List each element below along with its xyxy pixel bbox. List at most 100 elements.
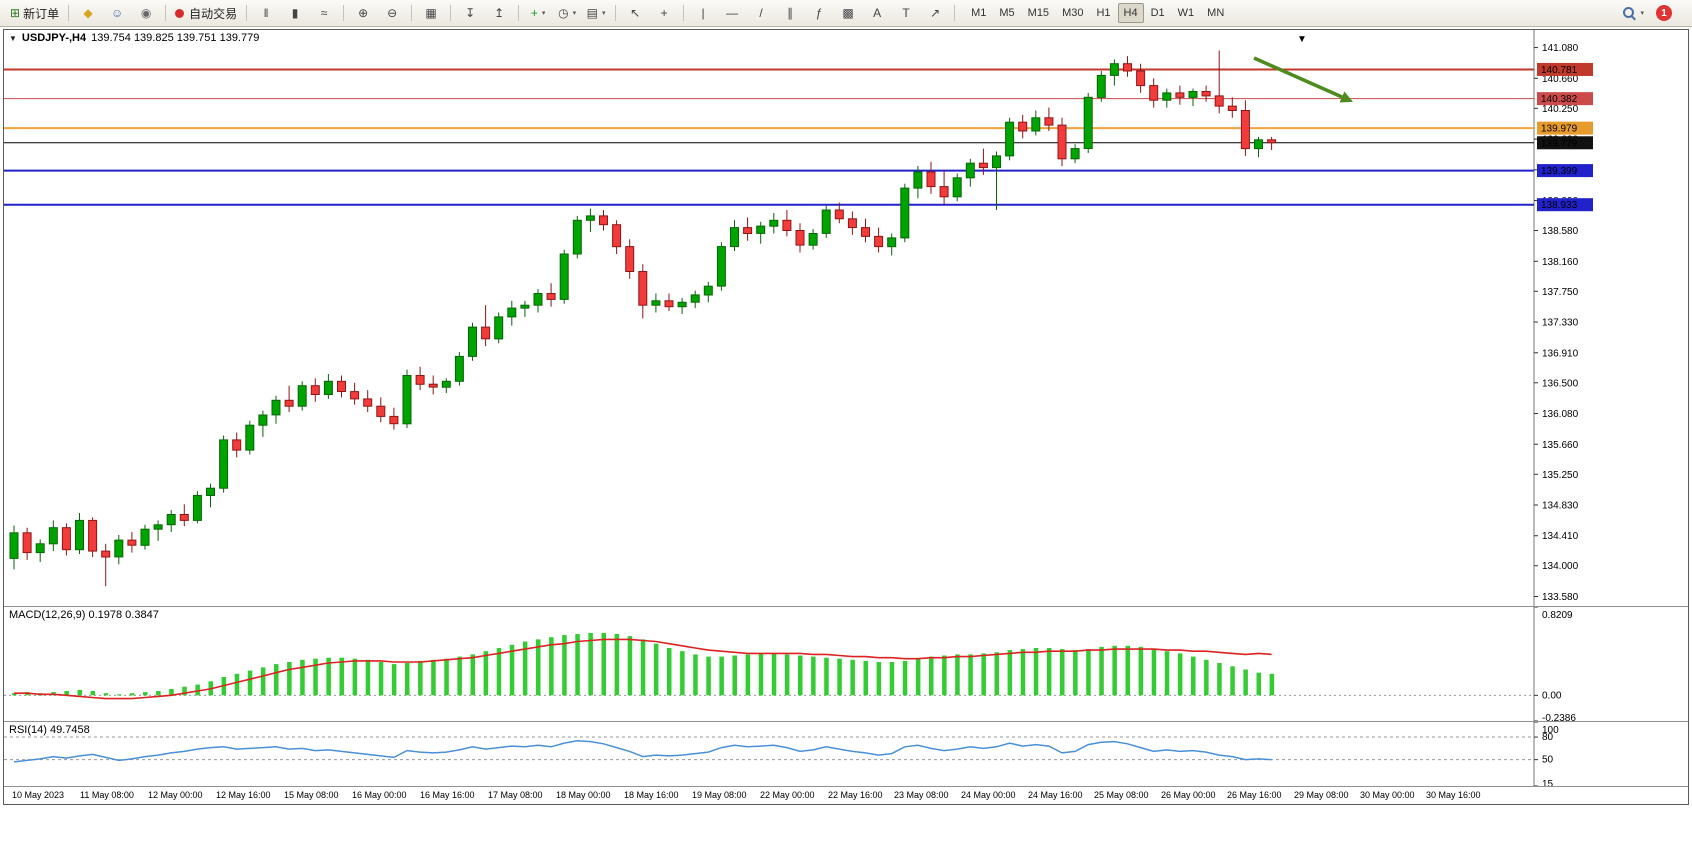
time-axis[interactable]: 10 May 2023 11 May 08:00 12 May 00:00 12 Ma… bbox=[4, 787, 1688, 804]
arrows-button[interactable]: ↗ bbox=[921, 2, 949, 24]
price-tick: 136.910 bbox=[1542, 348, 1579, 359]
periods-icon: ◷ bbox=[558, 6, 569, 20]
zoom-out-button[interactable]: ⊖ bbox=[378, 2, 406, 24]
time-axis-label: 25 May 08:00 bbox=[1094, 790, 1149, 800]
text-button[interactable]: A bbox=[863, 2, 891, 24]
timeframe-button-mn[interactable]: MN bbox=[1207, 7, 1225, 19]
autotrading-status-icon bbox=[175, 8, 185, 18]
rsi-panel[interactable]: RSI(14) 49.7458 100 80 50 15 bbox=[4, 722, 1688, 787]
autotrading-button[interactable]: 自动交易 bbox=[171, 2, 241, 24]
macd-chart[interactable]: 0.8209 0.00 -0.2386 bbox=[4, 607, 1688, 721]
price-tick: 135.250 bbox=[1542, 470, 1579, 481]
timeframe-button-m15[interactable]: M15 bbox=[1027, 7, 1050, 19]
price-badge-139.779: 139.779 bbox=[1537, 136, 1593, 150]
toolbar-separator bbox=[954, 5, 956, 21]
chevron-down-icon: ▾ bbox=[1640, 10, 1644, 17]
time-axis-label: 16 May 00:00 bbox=[352, 790, 407, 800]
chart-shift-marker[interactable]: ▼ bbox=[1297, 34, 1307, 45]
line-chart-mode-icon: ≈ bbox=[320, 6, 328, 20]
periods-button[interactable]: ◷ ▾ bbox=[553, 2, 581, 24]
timeframe-button-d1[interactable]: D1 bbox=[1150, 7, 1165, 19]
equidistant-channel-icon: ∥ bbox=[787, 6, 794, 20]
price-tick: 134.410 bbox=[1542, 531, 1579, 542]
cursor-button[interactable]: ↖ bbox=[621, 2, 649, 24]
text-label-button[interactable]: T bbox=[892, 2, 920, 24]
time-axis-label: 22 May 00:00 bbox=[760, 790, 815, 800]
svg-text:140.382: 140.382 bbox=[1541, 94, 1578, 105]
price-tick: 137.330 bbox=[1542, 318, 1579, 329]
price-tick: 140.250 bbox=[1542, 104, 1579, 115]
line-chart-mode-button[interactable]: ≈ bbox=[310, 2, 338, 24]
macd-histogram bbox=[12, 632, 1275, 696]
new-order-button[interactable]: ⊞ 新订单 bbox=[6, 2, 63, 24]
toolbar-separator bbox=[683, 5, 685, 21]
macd-panel[interactable]: MACD(12,26,9) 0.1978 0.3847 0.8209 0.00 -0… bbox=[4, 607, 1688, 722]
timeframe-button-h4[interactable]: H4 bbox=[1117, 3, 1144, 23]
search-button[interactable]: ▾ bbox=[1619, 2, 1648, 24]
svg-text:139.399: 139.399 bbox=[1541, 166, 1578, 177]
time-axis-label: 10 May 2023 bbox=[12, 790, 65, 800]
toolbar-separator bbox=[518, 5, 520, 21]
ohlc-values: 139.754 139.825 139.751 139.779 bbox=[91, 32, 260, 44]
horizontal-line-button[interactable]: — bbox=[718, 2, 746, 24]
trend-arrow-annotation[interactable] bbox=[1253, 56, 1355, 107]
equidistant-channel-button[interactable]: ∥ bbox=[776, 2, 804, 24]
fibonacci-icon: ƒ bbox=[815, 6, 823, 20]
market-watch-icon: ◆ bbox=[83, 6, 93, 20]
notification-badge[interactable]: 1 bbox=[1656, 5, 1672, 21]
fibonacci-button[interactable]: ƒ bbox=[805, 2, 833, 24]
timeframe-button-w1[interactable]: W1 bbox=[1177, 7, 1195, 19]
candlestick-mode-button[interactable]: ▮ bbox=[281, 2, 309, 24]
price-tick: 135.660 bbox=[1542, 440, 1579, 451]
time-axis-label: 12 May 00:00 bbox=[148, 790, 203, 800]
price-tick: 138.580 bbox=[1542, 226, 1579, 237]
expand-icon[interactable]: ▼ bbox=[9, 33, 17, 43]
vertical-line-button[interactable]: | bbox=[689, 2, 717, 24]
crosshair-button[interactable]: + bbox=[650, 2, 678, 24]
indicators-button[interactable]: ↧ bbox=[456, 2, 484, 24]
toolbar-separator bbox=[615, 5, 617, 21]
price-badge-140.781: 140.781 bbox=[1537, 62, 1593, 76]
symbol-title: USDJPY-,H4 bbox=[21, 32, 87, 44]
toolbar-buttons: ⊞ 新订单 ◆ ☺ ◉ 自动交易 ‖ ▮ ≈ ⊕ ⊖ ▦ ↧ ↥ + ▾ ◷ ▾ ▤ ▾ ↖ + | — / ∥ ƒ ▩ A T ↗ bbox=[6, 2, 959, 24]
market-watch-button[interactable]: ◆ bbox=[74, 2, 102, 24]
macd-tick: 0.00 bbox=[1542, 690, 1562, 701]
arrows-icon: ↗ bbox=[930, 6, 941, 20]
time-axis-label: 23 May 08:00 bbox=[894, 790, 949, 800]
new-order-button-label: 新订单 bbox=[23, 6, 60, 21]
rsi-tick: 80 bbox=[1542, 732, 1554, 743]
tile-windows-button[interactable]: ▦ bbox=[417, 2, 445, 24]
svg-text:140.781: 140.781 bbox=[1541, 65, 1578, 76]
objects-list-button[interactable]: ↥ bbox=[485, 2, 513, 24]
crosshair-icon: + bbox=[660, 6, 668, 20]
navigator-button[interactable]: ☺ bbox=[103, 2, 131, 24]
trendline-button[interactable]: / bbox=[747, 2, 775, 24]
terminal-button[interactable]: ◉ bbox=[132, 2, 160, 24]
timeframe-button-m1[interactable]: M1 bbox=[971, 7, 987, 19]
chevron-down-icon: ▾ bbox=[572, 10, 577, 17]
text-icon: A bbox=[873, 6, 882, 20]
bar-chart-mode-button[interactable]: ‖ bbox=[252, 2, 280, 24]
shapes-button[interactable]: ▩ bbox=[834, 2, 862, 24]
price-badge-139.399: 139.399 bbox=[1537, 164, 1593, 178]
price-tick: 133.580 bbox=[1542, 592, 1579, 603]
timeframe-button-h1[interactable]: H1 bbox=[1096, 7, 1111, 19]
price-tick: 134.830 bbox=[1542, 500, 1579, 511]
timeframe-button-m30[interactable]: M30 bbox=[1062, 7, 1084, 19]
rsi-label: RSI(14) 49.7458 bbox=[9, 724, 90, 736]
timeframe-button-m5[interactable]: M5 bbox=[999, 7, 1015, 19]
time-axis-label: 24 May 16:00 bbox=[1028, 790, 1083, 800]
candlestick-chart[interactable]: 141.080140.660140.250139.830139.410138.9… bbox=[4, 30, 1688, 606]
add-indicator-button[interactable]: + ▾ bbox=[524, 2, 552, 24]
toolbar-separator bbox=[411, 5, 413, 21]
main-chart-panel[interactable]: ▼ USDJPY-,H4 139.754 139.825 139.751 139… bbox=[4, 30, 1688, 607]
horizontal-line-icon: — bbox=[726, 6, 739, 20]
terminal-icon: ◉ bbox=[140, 6, 152, 20]
zoom-in-button[interactable]: ⊕ bbox=[349, 2, 377, 24]
rsi-tick: 15 bbox=[1542, 779, 1554, 786]
templates-button[interactable]: ▤ ▾ bbox=[582, 2, 610, 24]
svg-text:139.979: 139.979 bbox=[1541, 124, 1578, 135]
tile-windows-icon: ▦ bbox=[425, 6, 437, 20]
time-axis-label: 29 May 08:00 bbox=[1294, 790, 1349, 800]
